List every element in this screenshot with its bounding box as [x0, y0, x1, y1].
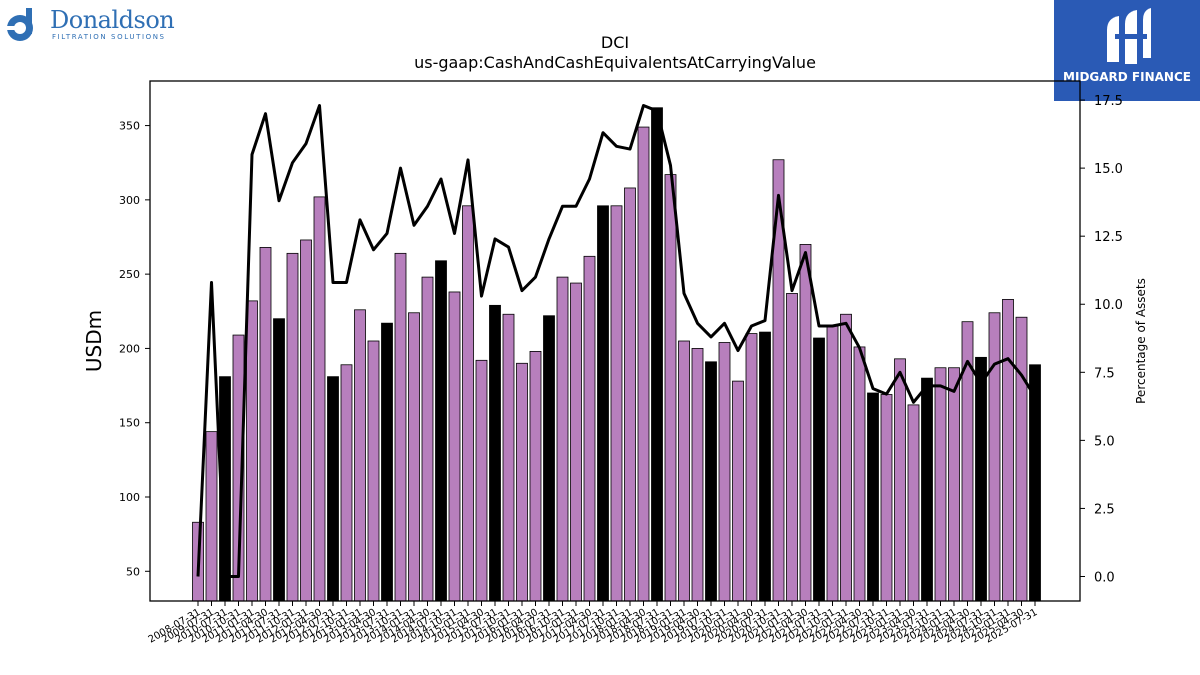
bar — [705, 361, 717, 602]
bar — [651, 107, 663, 602]
y2-tick-label: 15.0 — [1094, 162, 1123, 177]
bar — [543, 315, 555, 602]
bar — [813, 337, 825, 602]
pct-of-assets-line — [196, 104, 1037, 578]
y-tick-label: 300 — [119, 194, 140, 207]
bar-series — [192, 107, 1041, 602]
bar — [867, 392, 879, 602]
bar — [475, 359, 488, 602]
donaldson-logo-name: Donaldson — [50, 6, 175, 34]
bar — [205, 431, 218, 602]
bar — [894, 358, 906, 602]
bar — [597, 205, 609, 602]
bar — [273, 318, 285, 602]
bar — [948, 367, 960, 602]
y2-tick-label: 7.5 — [1094, 366, 1115, 381]
y2-tick-label: 5.0 — [1094, 434, 1115, 449]
bar — [637, 126, 650, 602]
bar — [327, 376, 339, 602]
bar — [732, 380, 744, 602]
bar — [853, 346, 866, 602]
bar — [300, 239, 312, 602]
bar — [435, 260, 447, 602]
x-axis-ticks: 2008-07-312009-07-312010-07-312010-10-31… — [147, 601, 1040, 646]
donaldson-logo-mark-icon — [6, 8, 33, 41]
midgard-logo-name: MIDGARD FINANCE — [1063, 70, 1191, 84]
bar — [381, 322, 393, 602]
bar — [624, 187, 636, 602]
y2-tick-label: 12.5 — [1094, 230, 1123, 245]
bar — [489, 304, 501, 602]
bar — [880, 394, 893, 602]
midgard-finance-logo: MIDGARD FINANCE — [1054, 0, 1200, 101]
y-tick-label: 50 — [126, 565, 140, 578]
midgard-logo-mark-icon — [1107, 8, 1151, 64]
bar — [664, 174, 677, 602]
y-tick-label: 350 — [119, 120, 140, 133]
bar — [529, 350, 542, 602]
bar — [570, 282, 582, 602]
bar — [408, 312, 420, 602]
bar — [502, 313, 515, 602]
chart-title: DCI — [601, 33, 629, 52]
bar — [678, 340, 690, 602]
bar — [340, 364, 353, 602]
bar — [583, 255, 596, 602]
bar — [421, 276, 434, 602]
y2-tick-label: 17.5 — [1094, 94, 1123, 109]
bar — [610, 205, 623, 602]
y-tick-label: 200 — [119, 342, 140, 355]
bar — [1029, 364, 1041, 602]
bar — [354, 309, 366, 602]
y2-tick-label: 10.0 — [1094, 298, 1123, 313]
y2-axis-label: Percentage of Assets — [1134, 278, 1148, 404]
y2-axis-ticks: 0.0 2.5 5.0 7.5 10.0 12.5 15.0 17.5 — [1080, 94, 1123, 585]
bar — [367, 340, 380, 602]
donaldson-logo-tagline: FILTRATION SOLUTIONS — [52, 33, 166, 41]
bar — [691, 348, 704, 602]
plot-frame — [149, 80, 1081, 602]
bar — [286, 252, 299, 602]
bar — [921, 377, 933, 602]
donaldson-logo: Donaldson FILTRATION SOLUTIONS — [4, 4, 175, 48]
bar — [462, 205, 474, 602]
bar — [975, 356, 987, 602]
bar — [840, 313, 852, 602]
y2-tick-label: 0.0 — [1094, 570, 1115, 585]
bar — [246, 300, 258, 602]
bar — [907, 404, 920, 602]
bar — [826, 325, 839, 602]
bar — [934, 367, 947, 602]
bar — [448, 291, 461, 602]
bar — [394, 252, 407, 602]
y-axis-label: USDm — [82, 310, 106, 372]
y2-tick-label: 2.5 — [1094, 502, 1115, 517]
bar — [259, 246, 272, 602]
bar — [1015, 316, 1028, 602]
bar — [786, 293, 798, 602]
y-axis-ticks: 50 100 150 200 250 300 350 — [119, 120, 150, 578]
axes — [149, 80, 1081, 602]
bar — [759, 331, 771, 602]
bar — [1002, 298, 1014, 602]
y-tick-label: 250 — [119, 268, 140, 281]
bar — [516, 362, 528, 602]
bar — [745, 333, 758, 602]
bar — [556, 276, 569, 602]
y-tick-label: 150 — [119, 417, 140, 430]
y-tick-label: 100 — [119, 491, 140, 504]
bar — [718, 342, 731, 602]
line-series — [196, 104, 1037, 578]
bar — [313, 196, 326, 602]
bar — [988, 312, 1001, 602]
bar — [799, 244, 812, 602]
chart-subtitle: us-gaap:CashAndCashEquivalentsAtCarrying… — [414, 53, 816, 72]
